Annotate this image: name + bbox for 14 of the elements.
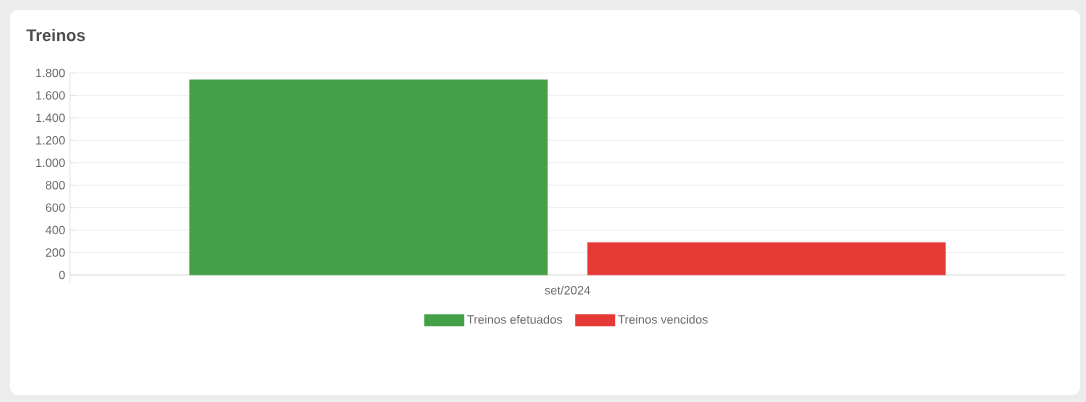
- chart-title: Treinos: [26, 28, 85, 42]
- y-tick-label: 1.800: [36, 68, 65, 78]
- y-tick-label: 1.400: [36, 113, 65, 123]
- y-tick-label: 1.000: [36, 158, 65, 168]
- y-tick-label: 600: [45, 203, 65, 212]
- y-tick-label: 1.600: [36, 91, 65, 100]
- legend-label: Treinos vencidos: [618, 314, 708, 324]
- y-tick-label: 0: [59, 270, 65, 280]
- x-tick-label: set/2024: [544, 285, 591, 295]
- y-tick-label: 1.200: [36, 136, 65, 145]
- y-tick-label: 400: [45, 225, 65, 235]
- legend-label: Treinos efetuados: [467, 314, 563, 324]
- y-tick-label: 200: [45, 248, 65, 257]
- y-tick-label: 800: [45, 180, 65, 190]
